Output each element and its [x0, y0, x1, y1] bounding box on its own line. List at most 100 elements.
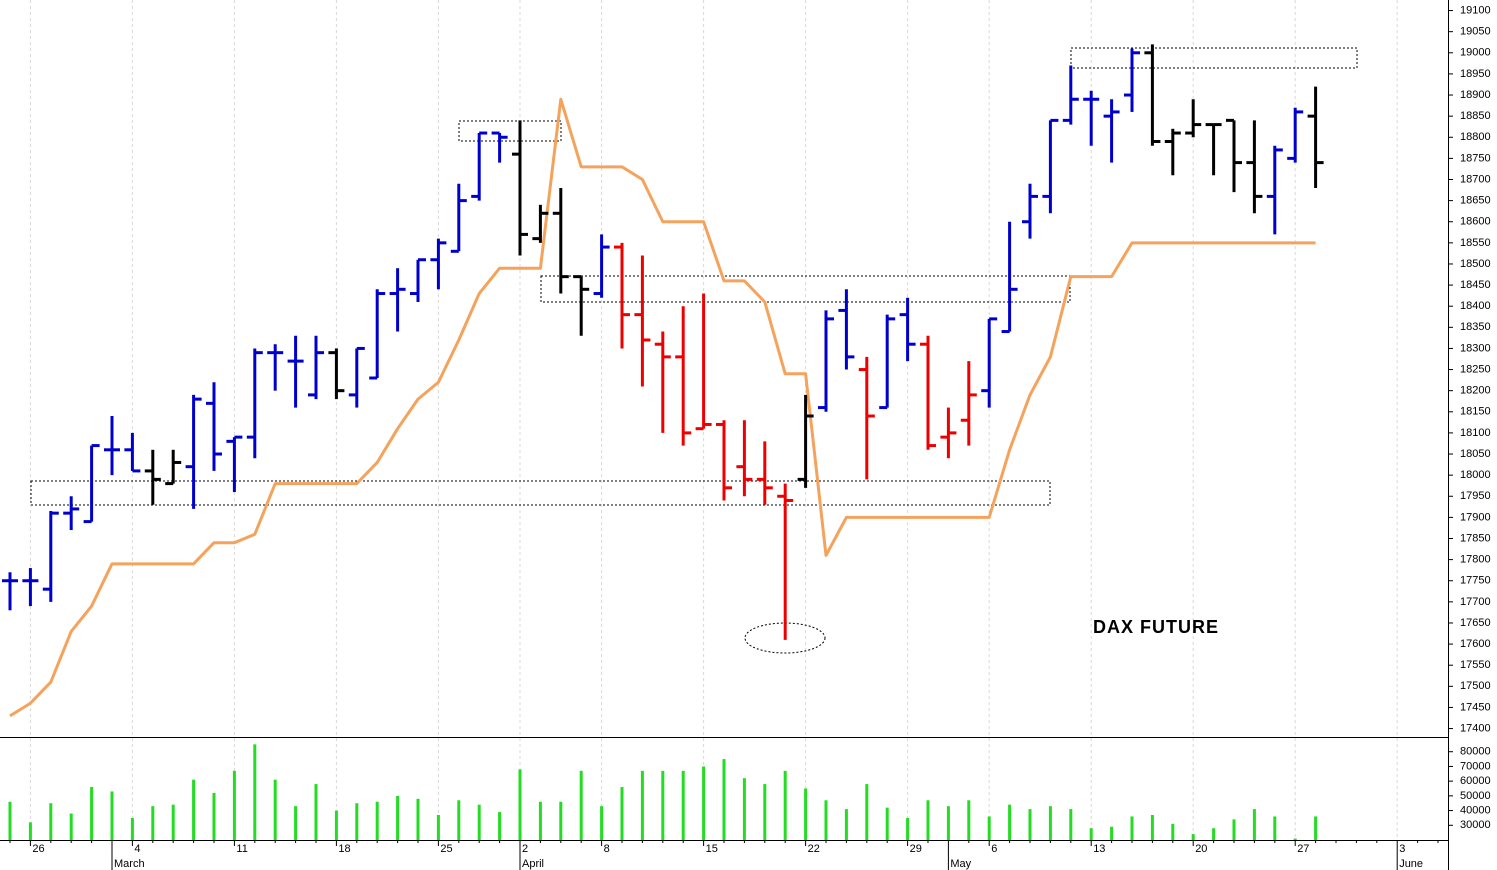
- y-tick-label: 18000: [1460, 469, 1491, 481]
- ohlc-bar: [1103, 99, 1120, 163]
- y-tick-label: 17450: [1460, 701, 1491, 713]
- y-tick-label: 17550: [1460, 659, 1491, 671]
- y-tick-label: 18600: [1460, 216, 1491, 228]
- volume-bar: [1028, 809, 1032, 840]
- chart-title: DAX FUTURE: [1093, 617, 1219, 637]
- x-tick-label: 4: [134, 843, 140, 855]
- ohlc-bar: [308, 335, 324, 400]
- volume-bar: [1110, 826, 1114, 840]
- ohlc-bar: [1307, 86, 1324, 188]
- y-tick-label: 17500: [1460, 680, 1491, 692]
- volume-bar: [722, 759, 726, 840]
- ohlc-bar: [1042, 118, 1059, 214]
- volume-bar: [865, 784, 869, 840]
- month-label: March: [114, 858, 145, 870]
- y-tick-label: 18650: [1460, 195, 1491, 207]
- ohlc-bar: [1266, 145, 1283, 235]
- volume-bar: [314, 784, 318, 840]
- y-tick-label: 18850: [1460, 110, 1491, 122]
- ohlc-bar: [22, 568, 39, 607]
- ohlc-bar: [1022, 183, 1038, 239]
- volume-bar: [436, 814, 440, 840]
- indicator-line: [9, 97, 1316, 718]
- volume-bar: [1212, 828, 1216, 840]
- volume-bar: [498, 812, 502, 840]
- ohlc-bar: [144, 449, 161, 505]
- ohlc-bar: [614, 242, 630, 349]
- x-tick-label: 20: [1195, 843, 1207, 855]
- y-tick-label: 18700: [1460, 173, 1491, 185]
- ohlc-bar: [716, 420, 732, 501]
- volume-bar: [763, 784, 767, 840]
- volume-bar: [518, 769, 522, 840]
- volume-bar: [620, 787, 624, 840]
- ohlc-bar: [1062, 65, 1079, 125]
- volume-bar: [477, 804, 481, 840]
- volume-bar: [375, 801, 379, 840]
- x-tick-label: 3: [1399, 843, 1405, 855]
- y-tick-label: 60000: [1460, 775, 1491, 787]
- ohlc-bar: [573, 275, 590, 336]
- x-tick-label: 25: [440, 843, 452, 855]
- volume-bar: [130, 817, 134, 840]
- ohlc-bar: [512, 120, 528, 256]
- volume-bar: [742, 778, 746, 840]
- y-tick-label: 17750: [1460, 575, 1491, 587]
- y-tick-label: 18450: [1460, 279, 1491, 291]
- ohlc-bar: [1164, 128, 1181, 176]
- volume-bar: [28, 822, 32, 840]
- x-tick-label: 8: [604, 843, 610, 855]
- ohlc-bar: [185, 394, 202, 509]
- ohlc-bar: [226, 435, 243, 493]
- y-tick-label: 18750: [1460, 152, 1491, 164]
- ohlc-bar: [552, 187, 569, 294]
- x-tick-label: 18: [338, 843, 350, 855]
- month-label: June: [1399, 858, 1423, 870]
- volume-bar: [844, 809, 848, 840]
- y-tick-label: 17900: [1460, 511, 1491, 523]
- ohlc-bar: [940, 407, 957, 459]
- volume-bar: [906, 817, 910, 840]
- ohlc-bar: [287, 335, 304, 408]
- ohlc-bar: [369, 289, 386, 380]
- ohlc-bar: [654, 331, 671, 433]
- ohlc-bar: [1246, 120, 1263, 214]
- zone-box: [1070, 47, 1358, 69]
- y-tick-label: 19100: [1460, 4, 1491, 16]
- y-tick-label: 17800: [1460, 554, 1491, 566]
- volume-bar: [273, 779, 277, 840]
- y-tick-label: 18200: [1460, 385, 1491, 397]
- volume-bar: [1150, 814, 1154, 840]
- y-tick-label: 18050: [1460, 448, 1491, 460]
- ohlc-bar: [1205, 123, 1222, 176]
- volume-bar: [457, 800, 461, 840]
- volume-bar: [1293, 838, 1297, 840]
- ohlc-bar: [471, 131, 488, 201]
- zone-box: [30, 480, 1051, 506]
- ohlc-bar: [1001, 221, 1018, 334]
- ohlc-bar: [920, 335, 936, 450]
- volume-bar: [1089, 828, 1093, 840]
- ohlc-bar: [491, 131, 508, 163]
- volume-bar: [804, 788, 808, 840]
- ohlc-bar: [736, 420, 753, 497]
- y-tick-label: 30000: [1460, 819, 1491, 831]
- volume-bar: [1273, 816, 1277, 840]
- ohlc-bar: [695, 293, 712, 431]
- y-tick-label: 18100: [1460, 427, 1491, 439]
- month-label: April: [522, 858, 544, 870]
- ohlc-bar: [675, 306, 692, 446]
- volume-bar: [192, 779, 196, 840]
- volume-bar: [151, 806, 155, 840]
- volume-bar: [538, 801, 542, 840]
- ohlc-bar: [1144, 44, 1161, 146]
- ohlc-bar: [899, 297, 916, 362]
- x-tick-label: 13: [1093, 843, 1105, 855]
- ohlc-bar: [797, 394, 814, 488]
- y-tick-label: 50000: [1460, 790, 1491, 802]
- ohlc-bar: [818, 310, 834, 412]
- volume-bar: [171, 804, 175, 840]
- y-tick-label: 40000: [1460, 804, 1491, 816]
